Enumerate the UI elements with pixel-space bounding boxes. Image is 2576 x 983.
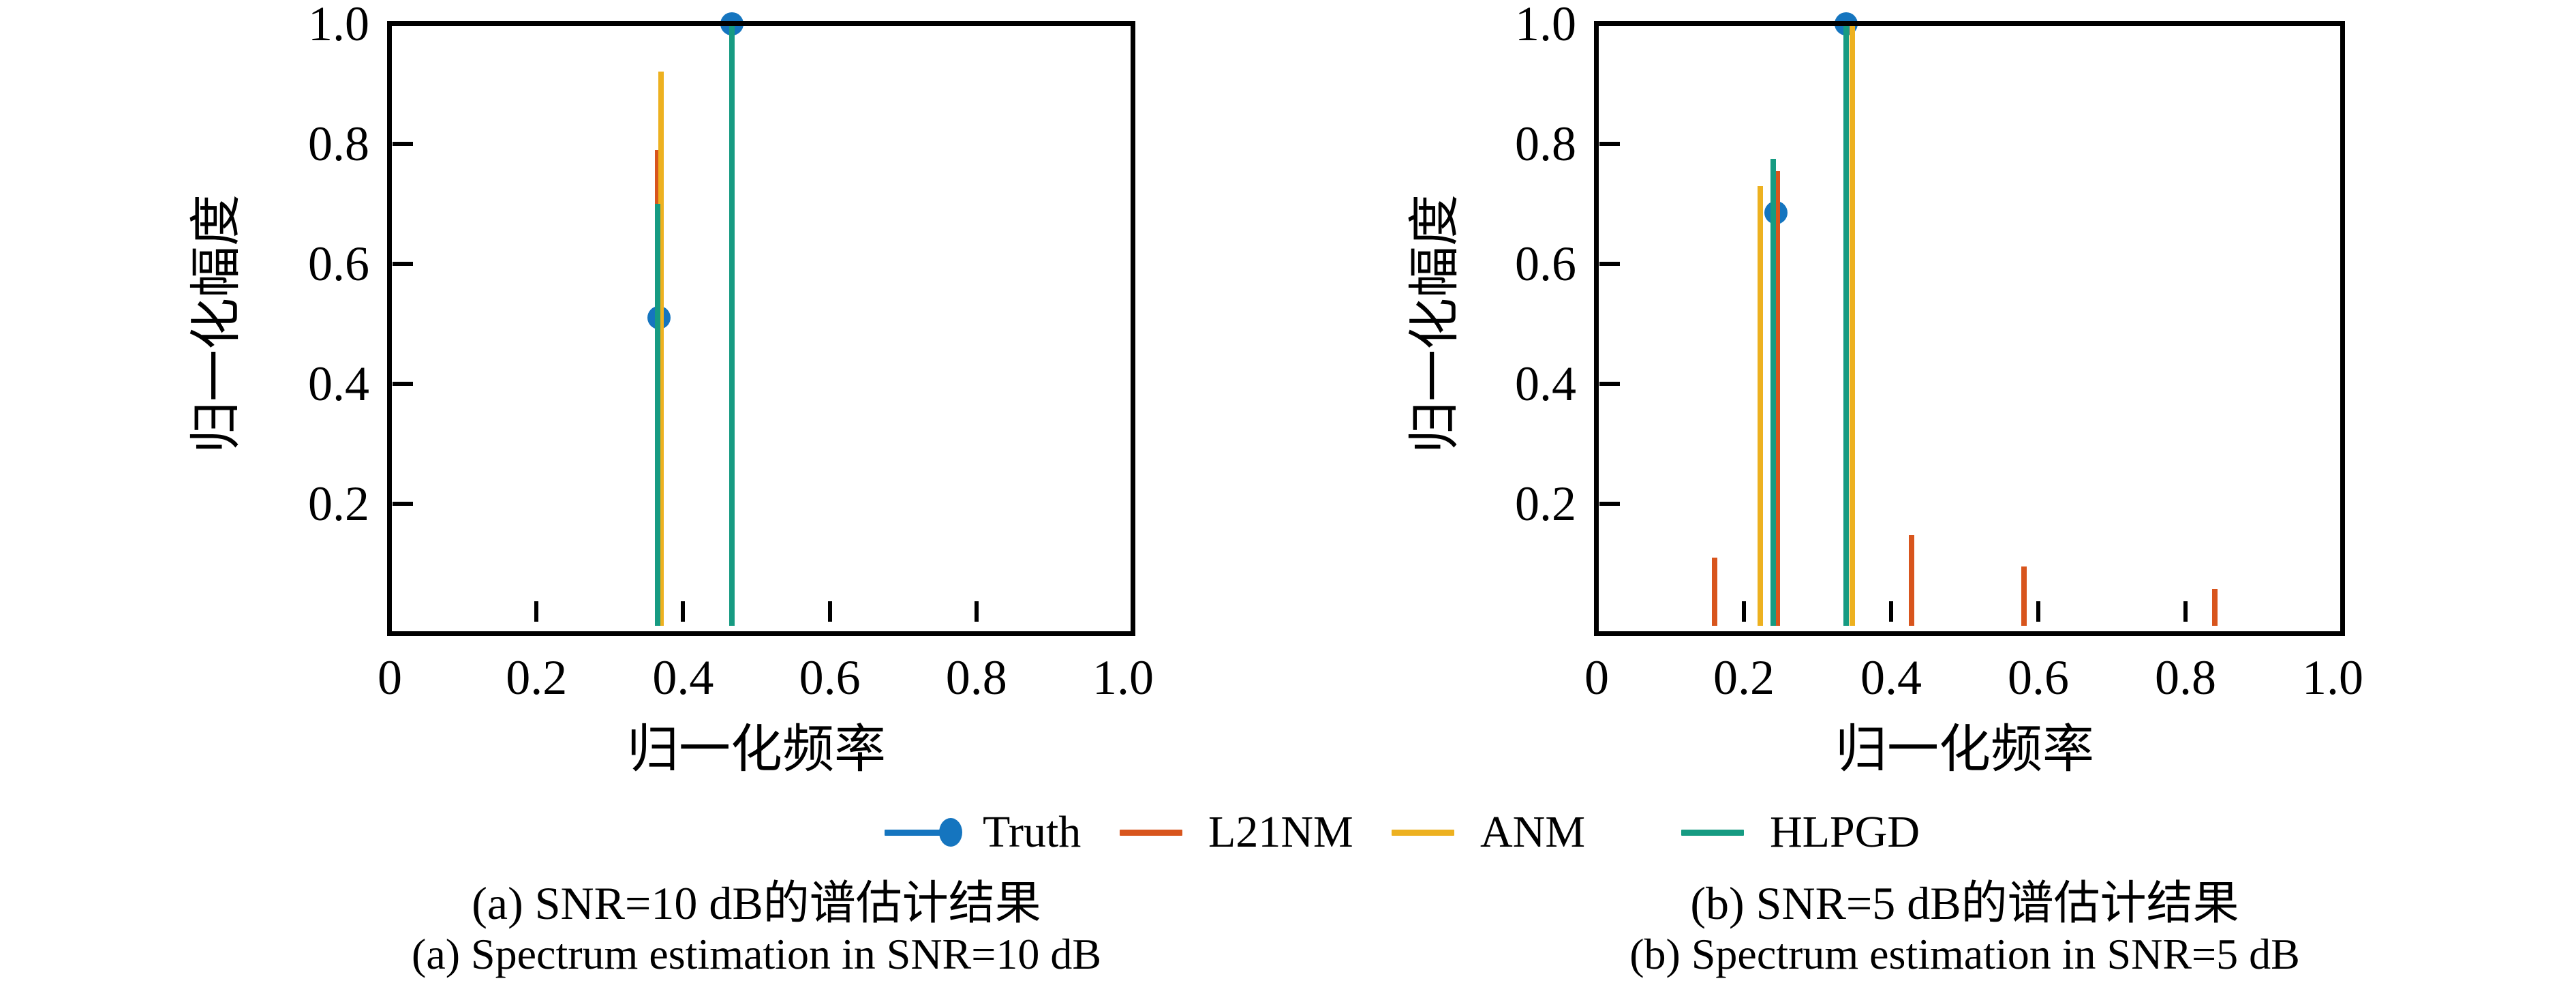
stem-l21nm-0 (1711, 558, 1717, 626)
legend-label-truth: Truth (983, 807, 1082, 857)
x-tick-label: 1.0 (1092, 650, 1154, 705)
caption-b-en: (b) Spectrum estimation in SNR=5 dB (1629, 930, 2300, 978)
legend-label-anm: ANM (1480, 807, 1586, 857)
legend-label-hlpgd: HLPGD (1770, 807, 1920, 857)
y-tick-mark (393, 142, 413, 146)
x-tick-mark (681, 601, 686, 622)
stem-anm-0 (1757, 185, 1763, 626)
y-tick-mark (1599, 502, 1620, 506)
x-tick-label: 0.8 (2155, 650, 2216, 705)
x-tick-mark (534, 601, 539, 622)
x-axis-label: 归一化频率 (1835, 721, 2094, 778)
x-tick-mark (1742, 601, 1746, 622)
truth-legend-marker-icon (939, 818, 962, 847)
hlpgd-legend-line-icon (1681, 830, 1744, 836)
y-tick-mark (393, 262, 413, 266)
y-axis-label: 归一化幅度 (1407, 194, 1464, 453)
y-axis-label: 归一化幅度 (188, 194, 245, 453)
legend-item-anm: ANM (1392, 803, 1585, 862)
anm-legend-swatch (1392, 817, 1454, 848)
hlpgd-legend-swatch (1681, 817, 1744, 848)
legend-item-l21nm: L21NM (1120, 803, 1353, 862)
stem-anm-0 (658, 72, 664, 626)
y-tick-label: 0.6 (308, 237, 369, 291)
stem-anm-1 (1849, 24, 1855, 626)
legend: Truth L21NM ANM HLPGD (0, 803, 2576, 862)
x-tick-mark (974, 601, 979, 622)
stem-hlpgd-1 (1843, 24, 1850, 626)
x-tick-label: 1.0 (2302, 650, 2363, 705)
y-tick-mark (393, 502, 413, 506)
y-tick-label: 0.2 (1515, 477, 1576, 531)
x-tick-label: 0 (1584, 650, 1609, 705)
y-tick-label: 0.6 (1515, 237, 1576, 291)
y-tick-mark (1599, 142, 1620, 146)
y-tick-label: 0.8 (1515, 117, 1576, 171)
x-tick-mark (2036, 601, 2040, 622)
y-tick-mark (1599, 382, 1620, 386)
y-tick-label: 0.8 (308, 117, 369, 171)
x-axis-label: 归一化频率 (627, 721, 886, 778)
x-tick-label: 0.4 (1860, 650, 1922, 705)
caption-b-zh: (b) SNR=5 dB的谱估计结果 (1690, 877, 2239, 929)
x-tick-mark (2183, 601, 2188, 622)
stem-hlpgd-1 (729, 24, 735, 626)
x-tick-label: 0.2 (506, 650, 568, 705)
stem-hlpgd-0 (1770, 159, 1777, 626)
stem-l21nm-1 (1775, 170, 1781, 626)
y-tick-label: 1.0 (308, 0, 369, 51)
x-tick-label: 0.8 (945, 650, 1007, 705)
y-tick-label: 0.4 (308, 357, 369, 411)
y-tick-label: 0.2 (308, 477, 369, 531)
x-tick-label: 0.4 (652, 650, 714, 705)
y-tick-mark (393, 382, 413, 386)
caption-a-en: (a) Spectrum estimation in SNR=10 dB (412, 930, 1101, 978)
y-tick-label: 1.0 (1515, 0, 1576, 51)
truth-legend-line-icon (885, 830, 950, 836)
legend-label-l21nm: L21NM (1208, 807, 1353, 857)
plot-box (1594, 21, 2345, 636)
stem-hlpgd-0 (654, 204, 660, 626)
l21nm-legend-swatch (1120, 817, 1182, 848)
plot-box (387, 21, 1135, 636)
x-tick-label: 0.6 (2008, 650, 2069, 705)
legend-item-hlpgd: HLPGD (1681, 803, 1920, 862)
y-tick-mark (1599, 262, 1620, 266)
stem-l21nm-2 (1909, 534, 1915, 626)
x-tick-label: 0.6 (799, 650, 861, 705)
x-tick-label: 0.2 (1713, 650, 1775, 705)
y-tick-label: 0.4 (1515, 357, 1576, 411)
anm-legend-line-icon (1392, 830, 1454, 836)
l21nm-legend-line-icon (1120, 830, 1182, 836)
stem-l21nm-3 (2021, 566, 2027, 626)
legend-item-truth: Truth (885, 803, 1081, 862)
caption-a-zh: (a) SNR=10 dB的谱估计结果 (472, 877, 1041, 929)
stem-l21nm-4 (2212, 588, 2218, 626)
x-tick-mark (1889, 601, 1893, 622)
truth-legend-swatch (885, 817, 965, 848)
x-tick-label: 0 (378, 650, 402, 705)
x-tick-mark (827, 601, 832, 622)
